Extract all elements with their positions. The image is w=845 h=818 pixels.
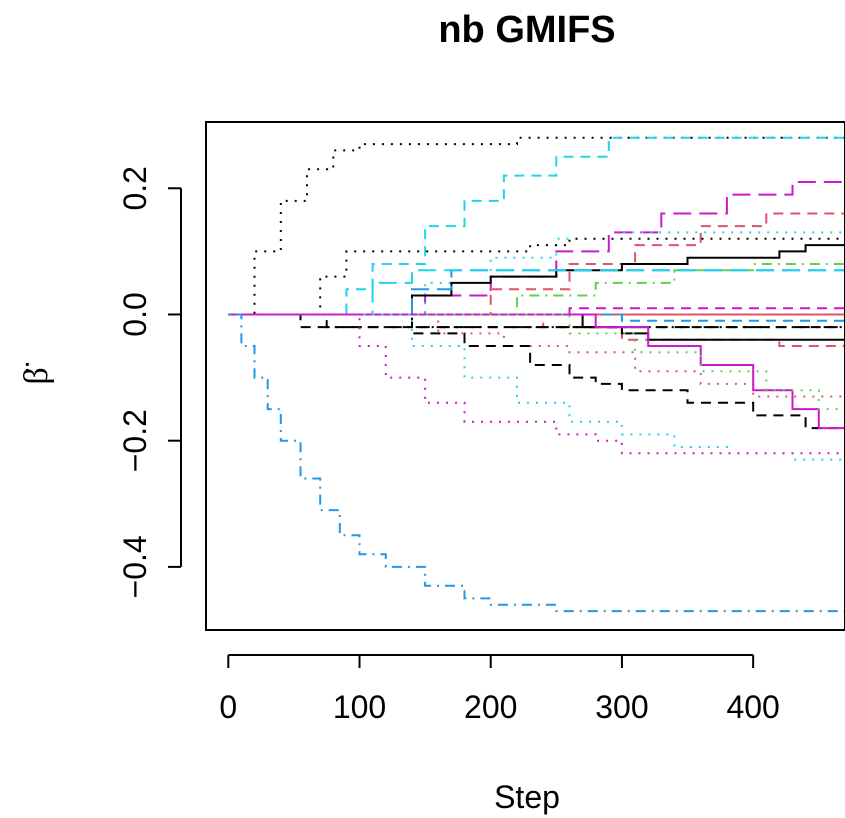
series-line-3 [228, 169, 845, 316]
series-line-4 [228, 207, 845, 316]
x-tick-label: 200 [464, 689, 517, 725]
chart-title: nb GMIFS [438, 9, 615, 51]
y-axis-label: β̈ [18, 362, 55, 384]
y-axis: −0.4 −0.2 0.0 0.2 [117, 166, 182, 598]
x-tick-label: 100 [333, 689, 386, 725]
series-line-12 [228, 301, 845, 316]
y-tick-label: −0.2 [117, 409, 153, 472]
x-axis: 0 100 200 300 400 [219, 654, 780, 725]
x-tick-label: 300 [595, 689, 648, 725]
x-tick-label: 400 [726, 689, 779, 725]
series-line-14 [228, 313, 845, 353]
y-tick-label: −0.4 [117, 535, 153, 598]
series-line-2 [228, 136, 845, 316]
series-line-19 [228, 313, 845, 441]
y-tick-label: 0.0 [117, 292, 153, 336]
series-line-24 [228, 313, 845, 613]
series-line-13 [228, 313, 845, 328]
plot-frame [205, 121, 845, 631]
series-line-23 [228, 313, 845, 455]
series-line-5 [228, 231, 845, 316]
series-line-20 [228, 313, 845, 435]
x-axis-label: Step [494, 779, 560, 815]
series-line-1 [228, 136, 845, 316]
x-tick-label: 0 [219, 689, 237, 725]
series-layer [228, 136, 845, 613]
y-tick-label: 0.2 [117, 166, 153, 210]
